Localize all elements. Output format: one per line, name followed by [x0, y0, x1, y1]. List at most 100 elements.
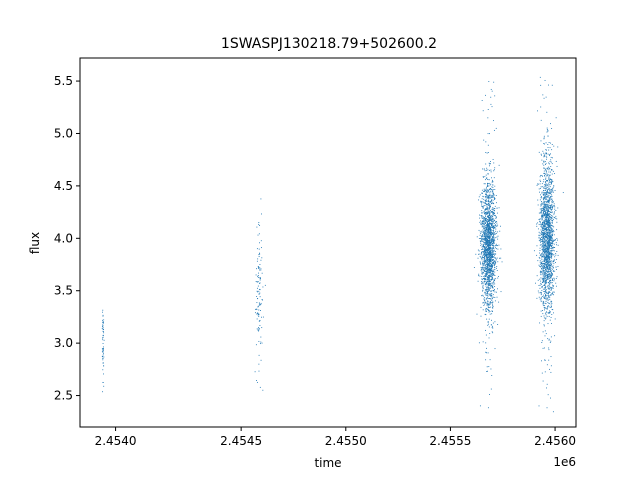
scatter-point [485, 231, 487, 232]
scatter-point [544, 255, 545, 257]
scatter-point [492, 304, 494, 306]
scatter-point [539, 238, 541, 239]
scatter-point [487, 277, 489, 279]
scatter-point [546, 224, 548, 226]
scatter-point [553, 216, 555, 218]
scatter-point [260, 240, 262, 242]
scatter-point [545, 196, 547, 197]
scatter-point [540, 197, 542, 199]
scatter-point [541, 261, 543, 263]
scatter-point [492, 252, 494, 253]
scatter-point [540, 224, 542, 226]
scatter-point [483, 275, 485, 277]
scatter-point [543, 206, 545, 207]
scatter-point [485, 247, 487, 249]
scatter-point [103, 362, 104, 364]
scatter-point [487, 273, 489, 275]
scatter-point [487, 258, 489, 260]
scatter-point [492, 242, 494, 244]
scatter-point [484, 205, 486, 206]
scatter-point [489, 204, 491, 206]
scatter-point [550, 371, 552, 373]
scatter-point [539, 191, 540, 193]
scatter-point [548, 234, 550, 236]
scatter-point [548, 264, 550, 266]
scatter-point [544, 243, 546, 245]
scatter-point [541, 224, 543, 226]
scatter-point [549, 178, 551, 180]
scatter-point [486, 192, 488, 193]
scatter-point [487, 228, 489, 230]
scatter-point [492, 256, 494, 258]
scatter-point [540, 225, 542, 227]
scatter-point [488, 197, 490, 199]
scatter-point [543, 238, 545, 239]
scatter-point [544, 224, 546, 226]
scatter-point [258, 293, 260, 295]
scatter-point [491, 271, 493, 273]
scatter-point [540, 301, 542, 303]
scatter-point [476, 236, 478, 238]
scatter-point [545, 203, 547, 205]
scatter-point [490, 189, 492, 190]
scatter-point [487, 407, 489, 409]
scatter-point [540, 236, 542, 238]
scatter-point [490, 215, 492, 217]
scatter-point [489, 217, 491, 219]
scatter-point [480, 220, 482, 222]
scatter-point [481, 252, 482, 254]
scatter-point [483, 298, 485, 300]
scatter-point [489, 260, 491, 262]
scatter-point [480, 306, 482, 308]
scatter-point [540, 212, 542, 214]
scatter-point [258, 268, 260, 269]
scatter-point [484, 189, 486, 191]
scatter-point [552, 267, 554, 269]
scatter-point [489, 249, 490, 251]
scatter-point [485, 212, 487, 214]
scatter-point [550, 242, 552, 244]
scatter-point [541, 217, 543, 219]
scatter-point [489, 298, 491, 299]
scatter-point [549, 182, 551, 183]
scatter-point [543, 225, 545, 227]
scatter-point [548, 276, 550, 278]
scatter-point [548, 278, 550, 279]
scatter-point [259, 252, 260, 254]
scatter-point [483, 245, 485, 247]
scatter-point [546, 245, 548, 247]
scatter-point [547, 276, 549, 278]
scatter-point [488, 271, 490, 273]
scatter-point [487, 283, 489, 285]
scatter-point [550, 256, 552, 258]
scatter-point [489, 268, 491, 270]
scatter-point [543, 296, 545, 298]
scatter-point [486, 288, 488, 290]
scatter-point [546, 111, 548, 113]
scatter-point [537, 183, 539, 185]
scatter-point [548, 295, 550, 297]
scatter-point [483, 257, 485, 259]
scatter-point [491, 196, 492, 198]
scatter-point [486, 267, 488, 269]
scatter-point [544, 244, 546, 246]
scatter-point [257, 281, 259, 283]
scatter-point [486, 204, 488, 206]
scatter-point [542, 175, 544, 177]
scatter-point [549, 342, 551, 343]
scatter-point [484, 203, 486, 204]
scatter-point [547, 196, 549, 198]
scatter-point [487, 216, 489, 218]
scatter-point [551, 242, 553, 244]
scatter-point [488, 182, 490, 184]
scatter-point [538, 212, 540, 214]
scatter-point [544, 193, 546, 195]
scatter-point [486, 256, 488, 258]
scatter-point [491, 263, 493, 265]
scatter-point [555, 210, 557, 211]
scatter-point [547, 284, 549, 286]
scatter-point [487, 152, 489, 153]
scatter-point [538, 235, 540, 237]
scatter-point [485, 294, 487, 296]
scatter-point [547, 190, 549, 191]
